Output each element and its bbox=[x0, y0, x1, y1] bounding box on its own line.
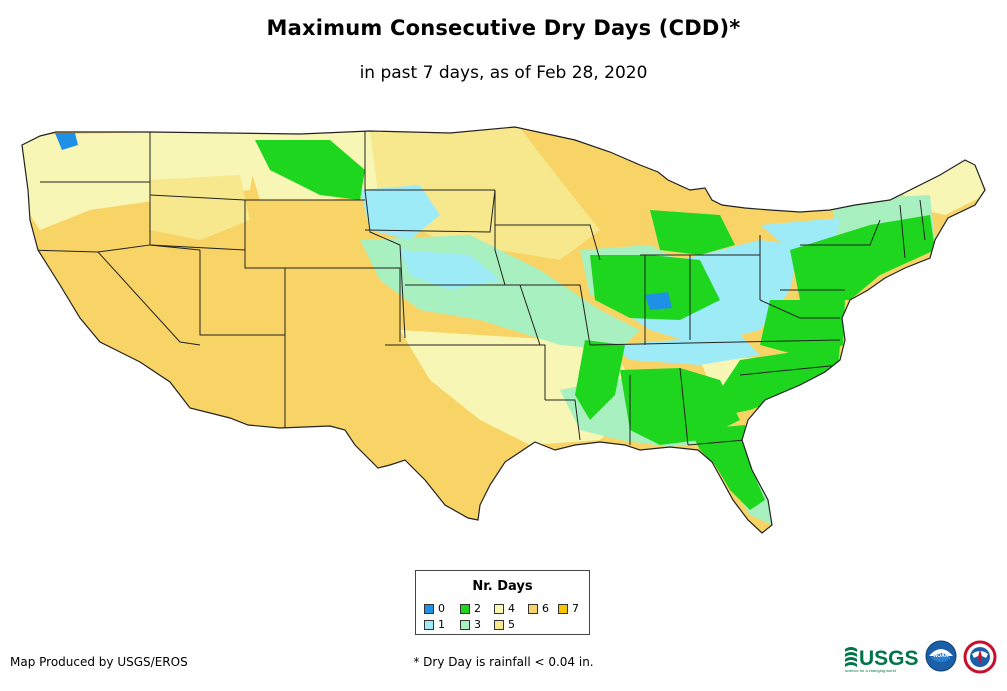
legend-swatch-3 bbox=[460, 620, 470, 630]
legend-label-0: 0 bbox=[438, 602, 445, 615]
region-2-indiana-ohio bbox=[590, 255, 720, 320]
legend-swatch-0 bbox=[424, 604, 434, 614]
legend-label-7: 7 bbox=[572, 602, 579, 615]
legend-swatch-6 bbox=[528, 604, 538, 614]
cdd-map bbox=[21, 126, 986, 534]
region-2-northeast bbox=[790, 215, 935, 300]
legend-label-1: 1 bbox=[438, 618, 445, 631]
legend-swatch-4 bbox=[494, 604, 504, 614]
region-4-midwest bbox=[370, 128, 600, 260]
region-4-pacific-nw bbox=[22, 130, 260, 230]
legend-item-6: 6 bbox=[528, 603, 549, 615]
region-2-florida bbox=[690, 425, 765, 510]
usgs-tagline: science for a changing world bbox=[845, 668, 896, 673]
usgs-logo: USGS science for a changing world bbox=[845, 647, 919, 673]
state-borders bbox=[27, 131, 926, 446]
legend-item-1: 1 bbox=[424, 619, 445, 631]
legend-item-7: 7 bbox=[558, 603, 579, 615]
legend-item-2: 2 bbox=[460, 603, 481, 615]
region-0-seattle bbox=[55, 133, 78, 150]
legend-title: Nr. Days bbox=[472, 579, 533, 594]
map-title: Maximum Consecutive Dry Days (CDD)* bbox=[266, 16, 741, 40]
map-subtitle: in past 7 days, as of Feb 28, 2020 bbox=[359, 63, 648, 83]
region-1-plains-band bbox=[400, 250, 500, 290]
legend-item-4: 4 bbox=[494, 603, 515, 615]
legend-swatch-2 bbox=[460, 604, 470, 614]
region-5-west-patch bbox=[150, 175, 250, 240]
map-credit: Map Produced by USGS/EROS bbox=[10, 655, 188, 669]
region-0-indiana bbox=[645, 292, 672, 310]
nws-logo bbox=[963, 640, 997, 674]
footnote: * Dry Day is rainfall < 0.04 in. bbox=[413, 655, 594, 669]
region-2-carolinas bbox=[700, 345, 840, 420]
legend-item-3: 3 bbox=[460, 619, 481, 631]
noaa-logo: NOAA bbox=[925, 640, 957, 672]
region-1-dakotas bbox=[360, 185, 440, 240]
region-2-montana bbox=[255, 140, 365, 200]
usgs-wave-icon bbox=[845, 647, 857, 667]
region-2-mississippi bbox=[575, 340, 625, 420]
noaa-wordmark: NOAA bbox=[934, 653, 949, 659]
legend-label-5: 5 bbox=[508, 618, 515, 631]
legend-label-6: 6 bbox=[542, 602, 549, 615]
legend-swatch-7 bbox=[558, 604, 568, 614]
legend-item-0: 0 bbox=[424, 603, 445, 615]
region-2-great-lakes bbox=[650, 210, 735, 255]
legend-label-4: 4 bbox=[508, 602, 515, 615]
legend-item-5: 5 bbox=[494, 619, 515, 631]
legend-label-2: 2 bbox=[474, 602, 481, 615]
usgs-wordmark: USGS bbox=[859, 647, 919, 670]
legend-swatch-5 bbox=[494, 620, 504, 630]
legend-swatch-1 bbox=[424, 620, 434, 630]
region-2-mid-atlantic bbox=[760, 300, 845, 360]
legend-label-3: 3 bbox=[474, 618, 481, 631]
legend: Nr. Days 0 1 2 3 4 5 6 7 bbox=[415, 570, 590, 635]
region-2-alabama-georgia bbox=[620, 368, 740, 445]
